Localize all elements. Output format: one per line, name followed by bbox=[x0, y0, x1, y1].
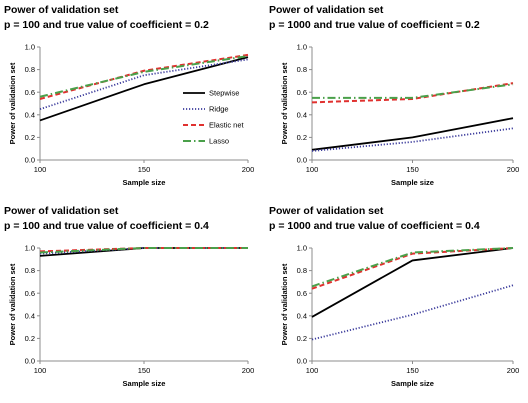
y-axis-label: Power of validation set bbox=[8, 62, 17, 144]
series-line-stepwise bbox=[311, 117, 514, 151]
y-tick-label: 0.0 bbox=[25, 156, 35, 165]
x-tick-label: 200 bbox=[507, 366, 520, 375]
y-tick-label: 1.0 bbox=[25, 244, 35, 253]
y-tick-label: 1.0 bbox=[25, 43, 35, 52]
chart-panel-1: Power of validation set p = 100 and true … bbox=[4, 4, 254, 187]
y-axis-label: Power of validation set bbox=[280, 263, 289, 345]
legend-label: Stepwise bbox=[209, 89, 239, 98]
x-axis-label: Sample size bbox=[123, 178, 166, 187]
series-line-lasso bbox=[312, 83, 514, 99]
chart-subtitle: p = 1000 and true value of coefficient =… bbox=[269, 220, 480, 232]
y-tick-label: 0.0 bbox=[297, 357, 307, 366]
series-line-elastic-net bbox=[311, 247, 514, 290]
chart-title: Power of validation set bbox=[4, 205, 119, 217]
y-tick-label: 1.0 bbox=[297, 244, 307, 253]
x-tick-label: 100 bbox=[306, 165, 319, 174]
chart-panel-2: Power of validation set p = 1000 and true… bbox=[269, 4, 519, 187]
chart-title: Power of validation set bbox=[269, 4, 384, 16]
y-tick-label: 0.4 bbox=[25, 110, 35, 119]
legend-label: Ridge bbox=[209, 105, 229, 114]
y-tick-label: 0.4 bbox=[297, 110, 307, 119]
series-line-elastic-net bbox=[311, 82, 514, 104]
y-tick-label: 0.0 bbox=[25, 357, 35, 366]
x-tick-label: 150 bbox=[138, 165, 151, 174]
x-tick-label: 150 bbox=[406, 366, 419, 375]
y-tick-label: 0.6 bbox=[297, 88, 307, 97]
x-axis-label: Sample size bbox=[391, 379, 434, 388]
y-tick-label: 0.0 bbox=[297, 156, 307, 165]
y-tick-label: 0.2 bbox=[25, 133, 35, 142]
chart-subtitle: p = 100 and true value of coefficient = … bbox=[4, 220, 209, 232]
series-line-elastic-net bbox=[39, 53, 249, 100]
chart-subtitle: p = 1000 and true value of coefficient =… bbox=[269, 19, 480, 31]
series-line-stepwise bbox=[311, 247, 514, 318]
x-tick-label: 100 bbox=[306, 366, 319, 375]
x-tick-label: 200 bbox=[242, 366, 255, 375]
y-tick-label: 1.0 bbox=[297, 43, 307, 52]
x-tick-label: 100 bbox=[34, 165, 47, 174]
x-tick-label: 200 bbox=[242, 165, 255, 174]
legend-label: Lasso bbox=[209, 137, 229, 146]
series-line-ridge bbox=[311, 127, 514, 152]
chart-title: Power of validation set bbox=[269, 205, 384, 217]
chart-title: Power of validation set bbox=[4, 4, 119, 16]
y-tick-label: 0.2 bbox=[25, 334, 35, 343]
y-tick-label: 0.6 bbox=[25, 88, 35, 97]
x-axis-label: Sample size bbox=[391, 178, 434, 187]
chart-subtitle: p = 100 and true value of coefficient = … bbox=[4, 19, 209, 31]
series-line-lasso bbox=[311, 247, 514, 288]
legend: Stepwise Ridge Elastic net Lasso bbox=[183, 89, 245, 146]
y-axis-label: Power of validation set bbox=[280, 62, 289, 144]
x-tick-label: 150 bbox=[138, 366, 151, 375]
y-tick-label: 0.2 bbox=[297, 133, 307, 142]
y-axis-label: Power of validation set bbox=[8, 263, 17, 345]
y-tick-label: 0.2 bbox=[297, 334, 307, 343]
y-tick-label: 0.4 bbox=[25, 311, 35, 320]
series-line-ridge bbox=[311, 284, 514, 341]
y-tick-label: 0.8 bbox=[25, 266, 35, 275]
y-tick-label: 0.8 bbox=[25, 65, 35, 74]
y-tick-label: 0.6 bbox=[25, 289, 35, 298]
series-line-lasso bbox=[39, 247, 248, 254]
y-tick-label: 0.6 bbox=[297, 289, 307, 298]
y-tick-label: 0.4 bbox=[297, 311, 307, 320]
series-line-stepwise bbox=[39, 56, 249, 122]
x-tick-label: 150 bbox=[406, 165, 419, 174]
x-tick-label: 100 bbox=[34, 366, 47, 375]
chart-panel-4: Power of validation set p = 1000 and true… bbox=[269, 205, 519, 388]
series-line-ridge bbox=[39, 58, 249, 111]
series-line-lasso bbox=[39, 55, 249, 98]
y-tick-label: 0.8 bbox=[297, 266, 307, 275]
y-tick-label: 0.8 bbox=[297, 65, 307, 74]
chart-panel-3: Power of validation set p = 100 and true … bbox=[4, 205, 254, 388]
legend-label: Elastic net bbox=[209, 121, 245, 130]
x-tick-label: 200 bbox=[507, 165, 520, 174]
x-axis-label: Sample size bbox=[123, 379, 166, 388]
